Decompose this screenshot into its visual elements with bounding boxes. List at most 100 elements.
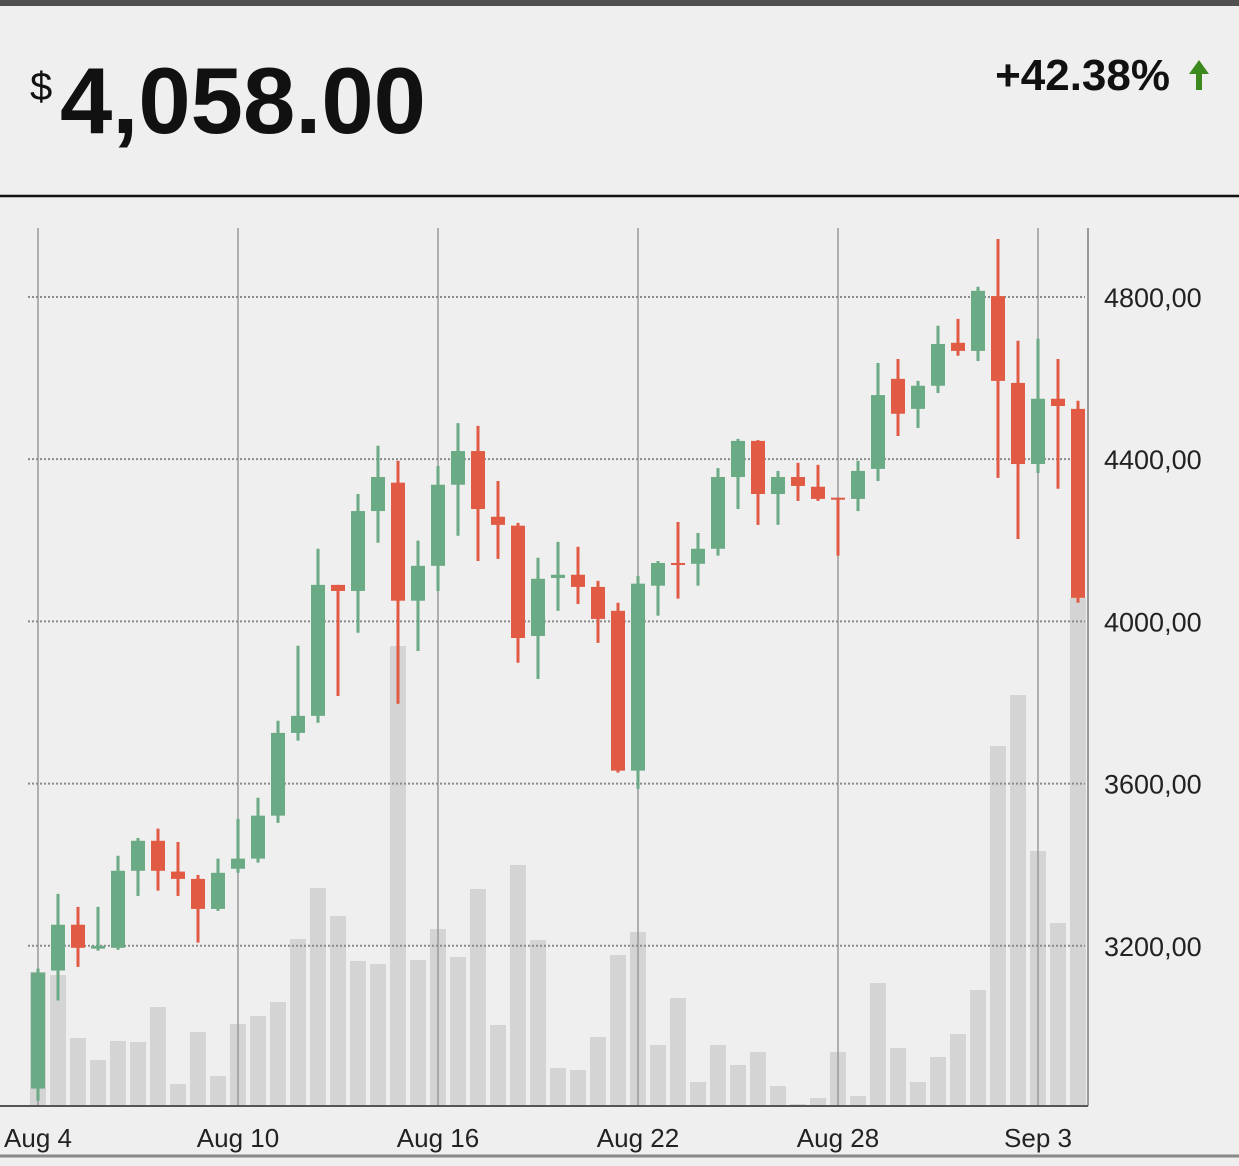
volume-bar — [770, 1086, 786, 1106]
volume-bar — [590, 1037, 606, 1106]
volume-bar — [970, 990, 986, 1106]
volume-bar — [870, 983, 886, 1106]
volume-bar — [470, 889, 486, 1106]
volume-bar — [930, 1057, 946, 1106]
candle-body — [251, 815, 265, 859]
candle-body — [611, 610, 625, 771]
top-bar — [0, 0, 1239, 6]
y-tick-label: 3600,00 — [1104, 770, 1202, 800]
candle-body — [371, 477, 385, 512]
volume-bar — [570, 1070, 586, 1106]
volume-bar — [710, 1045, 726, 1106]
candle-body — [531, 578, 545, 636]
candle-body — [431, 484, 445, 566]
candle-body — [1051, 398, 1065, 407]
volume-bar — [510, 865, 526, 1106]
candle-body — [551, 574, 565, 578]
candle-body — [51, 924, 65, 971]
candle-body — [971, 290, 985, 351]
change-percent: +42.38% — [995, 51, 1170, 100]
candle-body — [851, 470, 865, 499]
candle-body — [831, 497, 845, 500]
candle-body — [731, 440, 745, 478]
x-tick-label: Aug 28 — [797, 1123, 879, 1153]
candle-body — [691, 548, 705, 564]
volume-bar — [810, 1098, 826, 1106]
candle-body — [491, 516, 505, 525]
candle-body — [651, 562, 665, 586]
candle-body — [711, 477, 725, 549]
plot: Aug 4 Aug 10 Aug 16 Aug 22 Aug 28 Sep 3 3200,0… — [0, 228, 1202, 1153]
candle-body — [1011, 382, 1025, 465]
y-tick-label: 4000,00 — [1104, 607, 1202, 637]
candle-body — [151, 840, 165, 871]
volume-bar — [450, 957, 466, 1106]
candle-body — [811, 486, 825, 499]
volume-bar — [690, 1082, 706, 1106]
x-tick-label: Sep 3 — [1004, 1123, 1072, 1153]
candle-body — [211, 872, 225, 909]
volume-bar — [50, 975, 66, 1106]
x-tick-label: Aug 10 — [197, 1123, 279, 1153]
y-tick-label: 4400,00 — [1104, 445, 1202, 475]
candle-body — [991, 296, 1005, 381]
volume-bar — [170, 1084, 186, 1106]
candle-body — [131, 840, 145, 871]
candle-body — [911, 385, 925, 409]
volume-bar — [490, 1025, 506, 1106]
candle-body — [471, 451, 485, 510]
x-tick-label: Aug 16 — [397, 1123, 479, 1153]
candle-body — [791, 477, 805, 486]
volume-bar — [890, 1048, 906, 1106]
price: 4,058.00 — [60, 48, 426, 153]
volume-bar — [990, 746, 1006, 1106]
candle-body — [1071, 408, 1085, 598]
volume-bar — [130, 1042, 146, 1106]
volume-bar — [390, 646, 406, 1106]
volume-bar — [110, 1041, 126, 1106]
x-tick-label: Aug 22 — [597, 1123, 679, 1153]
candle-body — [591, 586, 605, 619]
volume-bar — [330, 916, 346, 1106]
candle-body — [631, 583, 645, 771]
volume-bar — [650, 1045, 666, 1106]
volume-bar — [410, 960, 426, 1106]
x-tick-label: Aug 4 — [4, 1123, 72, 1153]
volume-bar — [70, 1038, 86, 1106]
candle-body — [571, 574, 585, 587]
candle-body — [311, 584, 325, 716]
candle-body — [71, 924, 85, 948]
volume-bar — [1050, 923, 1066, 1106]
y-tick-label: 3200,00 — [1104, 932, 1202, 962]
volume-bar — [730, 1065, 746, 1106]
volume-bar — [1070, 598, 1086, 1106]
candle-body — [931, 343, 945, 386]
volume-bar — [270, 1002, 286, 1106]
currency-symbol: $ — [30, 65, 52, 109]
candle-body — [771, 477, 785, 495]
volume-bar — [370, 964, 386, 1106]
volume-bar — [310, 888, 326, 1106]
candle-body — [331, 584, 345, 591]
volume-bar — [250, 1016, 266, 1106]
volume-bar — [850, 1096, 866, 1106]
volume-bar — [210, 1076, 226, 1106]
volume-bar — [530, 940, 546, 1106]
candle-body — [91, 945, 105, 949]
candle-body — [111, 870, 125, 948]
candle-body — [671, 562, 685, 565]
volume-bar — [670, 998, 686, 1106]
candle-body — [451, 451, 465, 485]
candle-body — [1031, 398, 1045, 465]
y-tick-label: 4800,00 — [1104, 283, 1202, 313]
volume-bar — [90, 1060, 106, 1106]
up-arrow — [1189, 60, 1209, 90]
candle-body — [31, 972, 45, 1089]
candle-body — [351, 511, 365, 591]
volume-bar — [290, 939, 306, 1106]
candle-body — [171, 871, 185, 879]
candle-body — [511, 525, 525, 639]
candle-body — [751, 440, 765, 495]
